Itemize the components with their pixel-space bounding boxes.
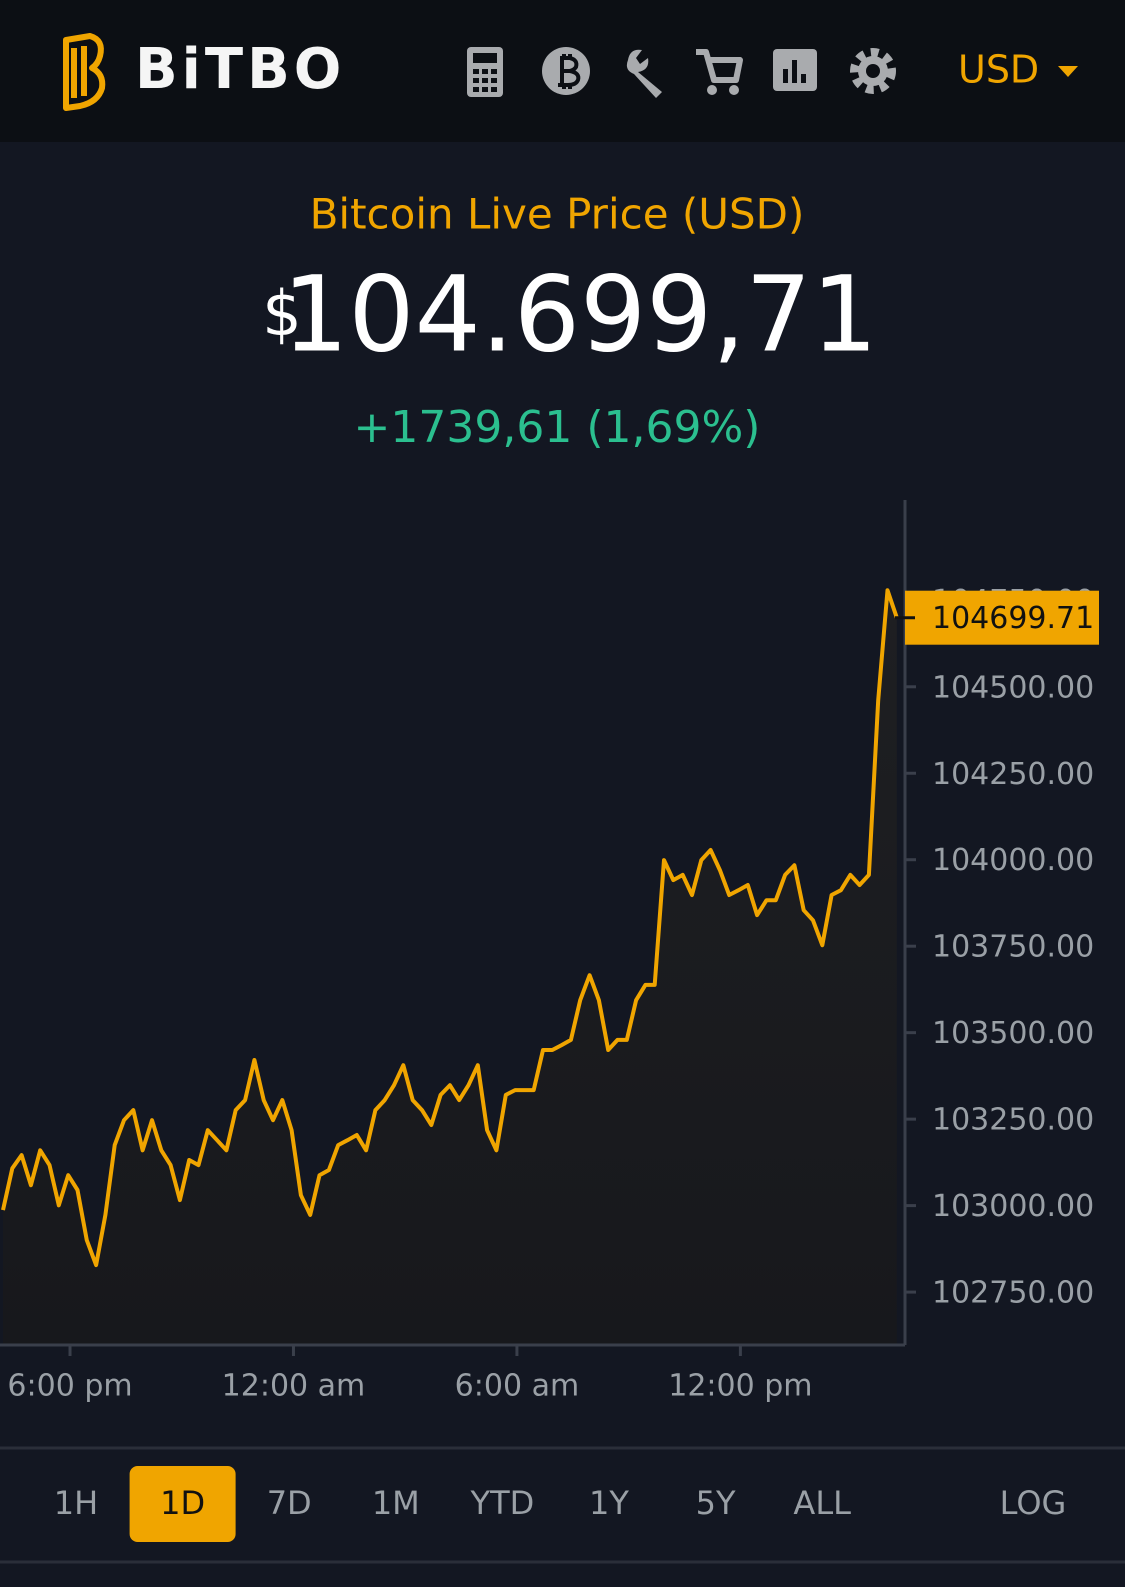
range-button-active[interactable] [129, 1466, 236, 1542]
currency: USD [958, 48, 1039, 92]
x-tick-label: 6:00 pm [7, 1369, 132, 1404]
dropdown-arrow [1058, 66, 1078, 77]
range-button[interactable]: 5Y [696, 1484, 736, 1522]
y-tick-label: 104500.00 [932, 670, 1094, 705]
log-toggle[interactable]: LOG [1000, 1484, 1067, 1522]
tools-icon[interactable] [626, 49, 662, 98]
y-tick-label: 104250.00 [932, 757, 1094, 792]
cart-icon[interactable] [696, 49, 743, 95]
y-tick-label: 103000.00 [932, 1189, 1094, 1224]
range-button[interactable]: 1Y [589, 1484, 629, 1522]
currency-symbol: $ [262, 277, 301, 350]
y-tick-label: 103750.00 [932, 930, 1094, 965]
y-tick-label: 103500.00 [932, 1016, 1094, 1051]
y-tick-label: 102750.00 [932, 1276, 1094, 1311]
settings-icon[interactable] [850, 48, 896, 94]
y-tick-label: 103250.00 [932, 1103, 1094, 1138]
range-button[interactable]: 1M [372, 1484, 420, 1522]
price-title: Bitcoin Live Price (USD) [310, 190, 805, 239]
current-price-box [905, 590, 1099, 645]
logo-icon [63, 33, 106, 111]
range-button[interactable]: 1D [160, 1484, 205, 1522]
range-button[interactable]: 7D [267, 1484, 312, 1522]
x-tick-label: 12:00 pm [668, 1369, 812, 1404]
price-value: 104.699,71 [282, 253, 877, 375]
logo[interactable]: BiTBO [63, 33, 345, 111]
area-fill [3, 590, 897, 1345]
price-chart: 102750.00 103000.00 103250.00 103500.00 1037… [0, 500, 1099, 1404]
calculator-icon[interactable] [467, 47, 503, 97]
range-button[interactable]: ALL [793, 1484, 851, 1522]
x-tick-label: 6:00 am [455, 1369, 580, 1404]
price-line [1, 588, 899, 1268]
price-change: +1739,61 (1,69%) [354, 402, 761, 453]
x-tick-label: 12:00 am [222, 1369, 366, 1404]
range-button[interactable]: YTD [470, 1484, 535, 1522]
range-buttons: 1H 1D 7D 1M YTD 1Y 5Y ALL [54, 1466, 851, 1542]
logo-text: BiTBO [135, 37, 345, 102]
current-price-label: 104699.71 [932, 601, 1094, 636]
nav-icons [467, 47, 896, 98]
bitcoin-icon[interactable] [542, 47, 590, 95]
y-tick-label: 104000.00 [932, 843, 1094, 878]
currency-select[interactable]: USD [958, 48, 1078, 92]
stats-icon[interactable] [773, 49, 817, 91]
range-button[interactable]: 1H [54, 1484, 98, 1522]
